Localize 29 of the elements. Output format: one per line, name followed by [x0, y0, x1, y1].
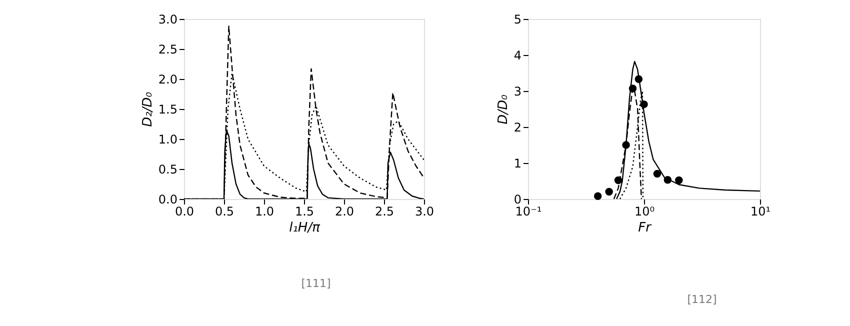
y-tick-label: 2	[514, 120, 522, 134]
x-tick-label: 10¹	[750, 204, 771, 218]
y-tick-label: 0.5	[158, 162, 178, 176]
y-tick-label: 3	[514, 84, 522, 98]
x-axis-title: Fr	[638, 220, 653, 236]
x-tick-label: 0.5	[214, 204, 234, 218]
x-tick-label: 10⁻¹	[515, 204, 542, 218]
x-tick-label: 0.0	[174, 204, 194, 218]
y-tick-label: 2.0	[158, 72, 178, 86]
x-tick-label: 1.5	[294, 204, 314, 218]
y-tick-label: 3.0	[158, 12, 178, 26]
y-tick-label: 0.0	[158, 192, 178, 206]
y-tick-label: 1	[514, 156, 522, 170]
y-axis-title: D₂/D₀	[140, 91, 156, 127]
y-tick-label: 1.5	[158, 102, 178, 116]
x-axis-title: l₁H/π	[289, 220, 320, 236]
y-tick-label: 5	[514, 12, 522, 26]
x-tick-label: 10⁰	[634, 204, 655, 218]
y-tick-label: 4	[514, 48, 522, 62]
y-tick-label: 1.0	[158, 132, 178, 146]
text: [112]	[687, 293, 717, 306]
x-tick-label: 2.5	[374, 204, 394, 218]
x-tick-label: 3.0	[414, 204, 434, 218]
y-axis-title: D/D₀	[496, 94, 511, 124]
x-tick-label: 1.0	[254, 204, 274, 218]
y-tick-label: 2.5	[158, 42, 178, 56]
x-tick-label: 2.0	[334, 204, 354, 218]
y-tick-label: 0	[514, 192, 522, 206]
text: [111]	[301, 277, 331, 290]
